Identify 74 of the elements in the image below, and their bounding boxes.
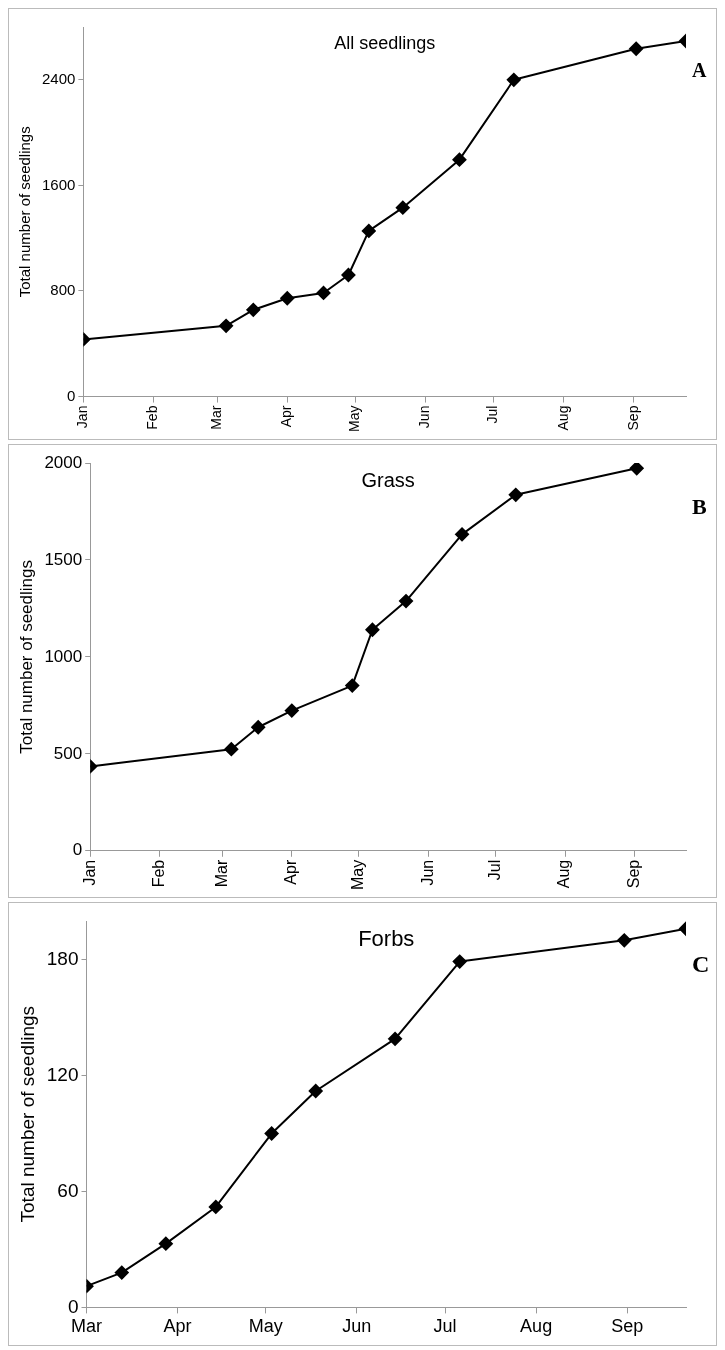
x-tick-label: Sep [611,1316,644,1337]
point [219,318,234,333]
x-tick-label: Aug [520,1316,553,1337]
y-tick-label: 1600 [41,175,76,193]
x-tick-label: May [349,859,367,891]
chart-title: All seedlings [334,32,436,53]
x-tick-label: Jan [74,405,91,429]
y-tick-label: 2000 [44,452,83,472]
x-tick-label: Mar [207,405,224,430]
y-tick-label: 800 [50,281,76,299]
point [452,152,467,167]
x-tick-label: Aug [554,405,571,431]
point [341,268,356,282]
x-tick-label: Jul [486,859,504,881]
x-tick-label: May [346,405,363,432]
text: A [692,59,707,82]
x-tick-label: Mar [212,859,230,888]
point [395,200,410,215]
x-tick-label: Feb [144,405,161,430]
x-tick-label: Sep [624,405,641,431]
y-tick-label: 0 [72,840,83,860]
y-tick-label: 60 [57,1179,79,1201]
x-tick-label: Jun [342,1316,372,1337]
point [224,742,239,757]
x-tick-label: Apr [282,859,300,885]
y-axis-title: Total number of seedlings [16,1005,38,1223]
x-tick-label: Jun [416,405,433,429]
point [629,463,644,476]
point [361,223,376,238]
point [455,527,470,542]
point [508,487,523,502]
point [399,594,414,609]
x-tick-label: Apr [163,1316,192,1337]
y-tick-label: 500 [53,743,83,763]
y-tick-label: 1000 [44,646,83,666]
x-tick-label: Feb [150,859,168,888]
x-tick-label: May [248,1316,283,1337]
point [345,678,360,693]
point [617,933,632,948]
point [308,1084,323,1099]
point [246,302,261,317]
y-axis-title: Total number of seedlings [16,126,34,298]
x-tick-label: Jul [484,405,501,424]
y-tick-label: 120 [46,1063,79,1085]
y-tick-label: 2400 [41,69,76,87]
x-tick-label: Jan [80,859,98,886]
point [280,291,295,306]
point [365,622,380,637]
point [506,72,521,87]
chart-title: Grass [361,468,415,491]
point [284,703,299,718]
x-tick-label: Sep [624,859,642,889]
point [208,1199,223,1214]
point [114,1265,129,1280]
point [629,41,644,56]
y-tick-label: 0 [67,1295,79,1317]
x-tick-label: Apr [278,405,295,428]
chart-title: Forbs [358,926,415,952]
text: B [692,493,707,519]
x-tick-label: Aug [555,859,573,889]
point [388,1031,403,1046]
point [264,1126,279,1141]
y-tick-label: 1500 [44,549,83,569]
y-axis-title: Total number of seedlings [16,560,36,754]
point [251,720,266,735]
text: C [692,951,710,978]
x-tick-label: Mar [71,1316,103,1337]
y-tick-label: 0 [67,386,76,404]
x-tick-label: Jul [433,1316,457,1337]
x-tick-label: Jun [418,859,436,886]
y-tick-label: 180 [46,947,79,969]
point [316,285,331,300]
point [158,1236,173,1251]
point [452,954,467,969]
